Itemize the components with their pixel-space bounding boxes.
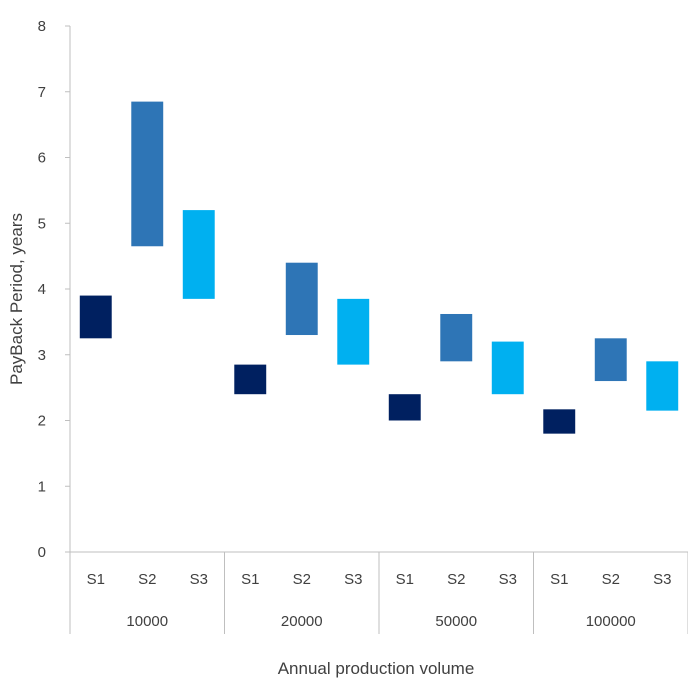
x-series-label: S2 bbox=[293, 571, 311, 588]
bar-50000-S1 bbox=[388, 394, 421, 421]
bar-20000-S3 bbox=[337, 298, 370, 365]
bar-20000-S1 bbox=[234, 364, 267, 395]
x-group-label: 10000 bbox=[126, 613, 168, 630]
x-series-label: S1 bbox=[87, 571, 105, 588]
x-series-label: S2 bbox=[138, 571, 156, 588]
y-tick-label: 1 bbox=[38, 478, 46, 495]
x-series-label: S1 bbox=[241, 571, 259, 588]
y-tick-label: 0 bbox=[38, 544, 46, 561]
bar-10000-S2 bbox=[131, 101, 164, 247]
y-tick-label: 3 bbox=[38, 347, 46, 364]
x-series-label: S2 bbox=[602, 571, 620, 588]
y-tick-label: 2 bbox=[38, 413, 46, 430]
y-tick-label: 5 bbox=[38, 215, 46, 232]
y-tick-label: 6 bbox=[38, 150, 46, 167]
x-group-label: 50000 bbox=[435, 613, 477, 630]
bar-100000-S3 bbox=[646, 361, 679, 411]
y-axis-title: PayBack Period, years bbox=[7, 213, 26, 385]
bar-20000-S2 bbox=[285, 262, 318, 336]
x-axis-title: Annual production volume bbox=[278, 659, 475, 678]
bars bbox=[79, 101, 679, 434]
y-axis: 0 1 2 3 4 5 6 7 8 bbox=[38, 18, 71, 561]
x-series-label: S3 bbox=[344, 571, 362, 588]
x-series-label: S1 bbox=[396, 571, 414, 588]
bar-50000-S2 bbox=[440, 313, 473, 362]
bar-100000-S2 bbox=[594, 338, 627, 382]
x-group-label: 20000 bbox=[281, 613, 323, 630]
bar-10000-S3 bbox=[182, 210, 215, 299]
bar-100000-S1 bbox=[543, 409, 576, 434]
y-tick-label: 4 bbox=[38, 281, 46, 298]
bar-10000-S1 bbox=[79, 295, 112, 339]
bar-50000-S3 bbox=[491, 341, 524, 395]
x-group-label: 100000 bbox=[586, 613, 636, 630]
x-axis: S1 S2 S3 10000 S1 S2 S3 20000 S1 S2 S3 50000 S1 S2 S3 1… bbox=[69, 551, 688, 634]
x-series-label: S3 bbox=[653, 571, 671, 588]
x-series-label: S2 bbox=[447, 571, 465, 588]
y-tick-label: 7 bbox=[38, 84, 46, 101]
x-series-label: S3 bbox=[190, 571, 208, 588]
x-series-label: S3 bbox=[499, 571, 517, 588]
x-series-label: S1 bbox=[550, 571, 568, 588]
y-tick-label: 8 bbox=[38, 18, 46, 35]
